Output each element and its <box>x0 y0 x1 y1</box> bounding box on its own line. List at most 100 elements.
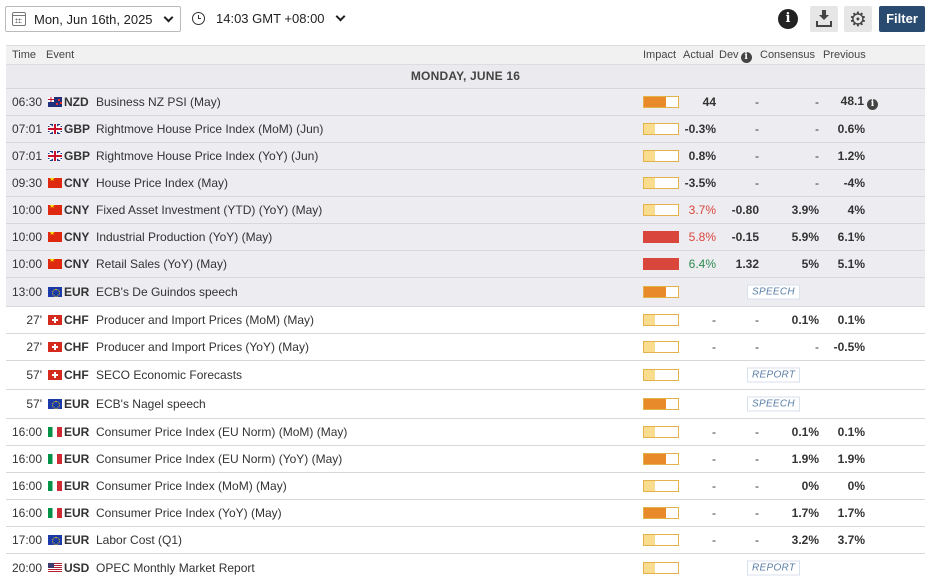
previous-value-text: -4% <box>843 176 865 190</box>
event-name[interactable]: Producer and Import Prices (MoM) (May) <box>96 313 315 327</box>
event-name[interactable]: ECB's Nagel speech <box>96 397 206 411</box>
table-row[interactable]: 17:00 EUR Labor Cost (Q1) - - 3.2% 3.7% <box>6 526 925 553</box>
table-row[interactable]: 16:00 EUR Consumer Price Index (MoM) (May)… <box>6 472 925 499</box>
table-row[interactable]: 06:30 NZD Business NZ PSI (May) 44 - - 48.1 i <box>6 88 925 115</box>
actual-value: -0.3% <box>684 122 716 136</box>
event-name[interactable]: Consumer Price Index (EU Norm) (YoY) (Ma… <box>96 452 343 466</box>
event-time: 17:00 <box>11 533 42 547</box>
flag-cny-icon <box>48 178 62 188</box>
info-icon[interactable]: i <box>740 52 752 63</box>
table-row[interactable]: 20:00 USD OPEC Monthly Market Report REPORT <box>6 553 925 579</box>
date-picker[interactable]: Mon, Jun 16th, 2025 <box>5 6 181 32</box>
previous-value: 1.9% <box>838 452 865 466</box>
table-row[interactable]: 10:00 CNY Industrial Production (YoY) (May… <box>6 223 925 250</box>
event-name[interactable]: Industrial Production (YoY) (May) <box>96 230 273 244</box>
actual-value: 0.8% <box>688 149 716 163</box>
event-name[interactable]: ECB's De Guindos speech <box>96 285 238 299</box>
currency-code: CNY <box>64 230 90 244</box>
previous-value: 0.1% <box>838 313 865 327</box>
impact-fill <box>644 151 656 161</box>
calendar-icon <box>12 12 26 26</box>
download-button[interactable] <box>810 6 838 32</box>
event-name[interactable]: SECO Economic Forecasts <box>96 368 243 382</box>
header-event[interactable]: Event <box>46 49 75 61</box>
timezone-selector[interactable]: 14:03 GMT +08:00 <box>216 11 325 26</box>
impact-fill <box>644 287 667 297</box>
table-row[interactable]: 27' CHF Producer and Import Prices (MoM) (… <box>6 306 925 333</box>
event-time: 27' <box>26 340 42 354</box>
impact-bar <box>643 258 679 270</box>
currency-code: EUR <box>64 479 90 493</box>
consensus-value: 5.9% <box>791 230 819 244</box>
event-name[interactable]: Retail Sales (YoY) (May) <box>96 257 227 271</box>
table-row[interactable]: 16:00 EUR Consumer Price Index (EU Norm) (… <box>6 418 925 445</box>
actual-value: - <box>712 479 716 493</box>
header-consensus[interactable]: Consensus <box>760 49 816 61</box>
chevron-down-icon[interactable] <box>335 11 346 22</box>
deviation-value: - <box>755 313 759 327</box>
download-icon <box>819 10 829 20</box>
event-name[interactable]: Consumer Price Index (YoY) (May) <box>96 506 282 520</box>
table-row[interactable]: 07:01 GBP Rightmove House Price Index (YoY… <box>6 142 925 169</box>
table-row[interactable]: 57' EUR ECB's Nagel speech SPEECH <box>6 389 925 418</box>
event-name[interactable]: OPEC Monthly Market Report <box>96 561 255 575</box>
table-row[interactable]: 57' CHF SECO Economic Forecasts REPORT <box>6 360 925 389</box>
currency-code: EUR <box>64 452 90 466</box>
filter-button[interactable]: Filter <box>879 6 925 32</box>
actual-value: 44 <box>702 95 716 109</box>
header-impact[interactable]: Impact <box>643 49 677 61</box>
consensus-value: 3.2% <box>791 533 819 547</box>
header-dev[interactable]: Dev i <box>719 49 752 63</box>
event-time: 16:00 <box>11 506 42 520</box>
impact-bar <box>643 150 679 162</box>
actual-value: -3.5% <box>684 176 716 190</box>
previous-value-text: 3.7% <box>837 533 865 547</box>
settings-button[interactable]: ⚙ <box>844 6 872 32</box>
currency-code: CNY <box>64 176 90 190</box>
consensus-value: 0.1% <box>791 313 819 327</box>
table-row[interactable]: 09:30 CNY House Price Index (May) -3.5% - - -4… <box>6 169 925 196</box>
table-row[interactable]: 10:00 CNY Fixed Asset Investment (YTD) (Yo… <box>6 196 925 223</box>
header-previous[interactable]: Previous <box>823 49 866 61</box>
event-name[interactable]: House Price Index (May) <box>96 176 229 190</box>
event-name[interactable]: Producer and Import Prices (YoY) (May) <box>96 340 309 354</box>
currency-code: CNY <box>64 257 90 271</box>
event-name[interactable]: Consumer Price Index (EU Norm) (MoM) (Ma… <box>96 425 348 439</box>
actual-value: - <box>712 506 716 520</box>
info-icon[interactable]: i <box>778 9 798 29</box>
impact-fill <box>644 178 656 188</box>
table-row[interactable]: 16:00 EUR Consumer Price Index (YoY) (May)… <box>6 499 925 526</box>
actual-value: - <box>712 425 716 439</box>
flag-usd-icon <box>48 563 62 573</box>
flag-chf-icon <box>48 370 62 380</box>
currency-code: GBP <box>64 149 91 163</box>
header-time[interactable]: Time <box>12 49 37 61</box>
event-name[interactable]: Fixed Asset Investment (YTD) (YoY) (May) <box>96 203 323 217</box>
table-row[interactable]: 10:00 CNY Retail Sales (YoY) (May) 6.4% 1.32… <box>6 250 925 277</box>
previous-value-text: 1.9% <box>837 452 865 466</box>
table-row[interactable]: 16:00 EUR Consumer Price Index (EU Norm) (… <box>6 445 925 472</box>
toolbar: Mon, Jun 16th, 2025 14:03 GMT +08:00 i ⚙… <box>0 0 932 38</box>
previous-value-text: -0.5% <box>833 340 865 354</box>
flag-ita-icon <box>48 454 62 464</box>
info-icon[interactable]: i <box>867 99 878 110</box>
impact-bar <box>643 96 679 108</box>
table-row[interactable]: 27' CHF Producer and Import Prices (YoY) (… <box>6 333 925 360</box>
event-name[interactable]: Labor Cost (Q1) <box>96 533 183 547</box>
event-time: 09:30 <box>11 176 42 190</box>
table-row[interactable]: 07:01 GBP Rightmove House Price Index (MoM… <box>6 115 925 142</box>
event-name[interactable]: Business NZ PSI (May) <box>96 95 221 109</box>
previous-value-text: 5.1% <box>837 257 865 271</box>
currency-code: EUR <box>64 397 90 411</box>
previous-value-text: 0% <box>847 479 865 493</box>
event-list: 06:30 NZD Business NZ PSI (May) 44 - - 48.1 i 07… <box>6 88 925 579</box>
actual-value: - <box>712 533 716 547</box>
previous-value: -4% <box>844 176 865 190</box>
flag-chf-icon <box>48 315 62 325</box>
event-name[interactable]: Consumer Price Index (MoM) (May) <box>96 479 287 493</box>
event-name[interactable]: Rightmove House Price Index (MoM) (Jun) <box>96 122 324 136</box>
event-name[interactable]: Rightmove House Price Index (YoY) (Jun) <box>96 149 319 163</box>
actual-value: - <box>712 313 716 327</box>
table-row[interactable]: 13:00 EUR ECB's De Guindos speech SPEECH <box>6 277 925 306</box>
header-actual[interactable]: Actual <box>683 49 714 61</box>
